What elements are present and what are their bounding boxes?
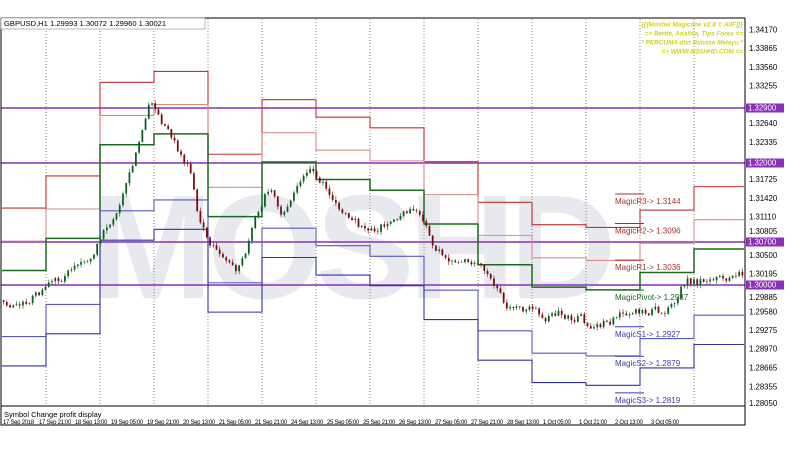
- svg-text:MagicPivot-> 1.2987: MagicPivot-> 1.2987: [615, 293, 689, 302]
- svg-text:MagicS2-> 1.2879: MagicS2-> 1.2879: [615, 359, 681, 368]
- svg-text:27 Sep 21:00: 27 Sep 21:00: [471, 420, 504, 426]
- svg-text:1.30700: 1.30700: [748, 238, 777, 247]
- svg-text:1 Oct 05:00: 1 Oct 05:00: [543, 420, 572, 426]
- svg-text:1.32000: 1.32000: [748, 159, 777, 168]
- svg-text:1.28355: 1.28355: [749, 382, 778, 391]
- svg-text:1.30195: 1.30195: [749, 270, 778, 279]
- svg-text:28 Sep 13:00: 28 Sep 13:00: [507, 420, 540, 426]
- svg-text:1.31725: 1.31725: [749, 175, 778, 184]
- svg-text:21 Sep 21:00: 21 Sep 21:00: [255, 420, 288, 426]
- svg-text:1.31420: 1.31420: [749, 194, 778, 203]
- svg-text:27 Sep 05:00: 27 Sep 05:00: [435, 420, 468, 426]
- svg-text:1.29580: 1.29580: [749, 307, 778, 316]
- svg-text:MagicR2-> 1.3096: MagicR2-> 1.3096: [615, 227, 681, 236]
- svg-text:1.28665: 1.28665: [749, 363, 778, 372]
- svg-text:3 Oct 05:00: 3 Oct 05:00: [651, 420, 680, 426]
- svg-text:1.29885: 1.29885: [749, 293, 778, 302]
- svg-text:1.32640: 1.32640: [749, 119, 778, 128]
- svg-text:17 Sep 2018: 17 Sep 2018: [3, 420, 35, 426]
- svg-text:MagicS3-> 1.2819: MagicS3-> 1.2819: [615, 396, 681, 405]
- svg-text:MagicR1-> 1.3036: MagicR1-> 1.3036: [615, 263, 681, 272]
- svg-text:Symbol Change profit display: Symbol Change profit display: [4, 410, 102, 419]
- svg-text:1.28050: 1.28050: [749, 399, 778, 408]
- svg-text:20 Sep 13:00: 20 Sep 13:00: [183, 420, 216, 426]
- svg-text:MagicS1-> 1.2927: MagicS1-> 1.2927: [615, 330, 681, 339]
- svg-text:25 Sep 05:00: 25 Sep 05:00: [327, 420, 360, 426]
- svg-text:1.30805: 1.30805: [749, 227, 778, 236]
- svg-text:25 Sep 21:00: 25 Sep 21:00: [363, 420, 396, 426]
- svg-text:* PERCUMA dlm Bahasa Melayu *: * PERCUMA dlm Bahasa Melayu *: [641, 40, 743, 47]
- svg-text:1.33865: 1.33865: [749, 44, 778, 53]
- svg-text:1.32335: 1.32335: [749, 138, 778, 147]
- svg-text:21 Sep 05:00: 21 Sep 05:00: [219, 420, 252, 426]
- svg-text:1.32900: 1.32900: [748, 104, 777, 113]
- svg-text:1.33255: 1.33255: [749, 82, 778, 91]
- svg-text:1.30500: 1.30500: [749, 251, 778, 260]
- svg-text:2 Oct 13:00: 2 Oct 13:00: [615, 420, 644, 426]
- svg-text:{{{Moshel Magicline v2.8 © All: {{{Moshel Magicline v2.8 © AllF]}}: [641, 21, 743, 29]
- svg-text:1.30000: 1.30000: [748, 281, 777, 290]
- svg-text:24 Sep 13:00: 24 Sep 13:00: [291, 420, 324, 426]
- svg-text:=> Berita, Analisa, Tips Forex: => Berita, Analisa, Tips Forex <=: [645, 31, 744, 38]
- svg-text:26 Sep 13:00: 26 Sep 13:00: [399, 420, 432, 426]
- svg-text:MagicR3-> 1.3144: MagicR3-> 1.3144: [615, 197, 681, 206]
- svg-text:1.33560: 1.33560: [749, 63, 778, 72]
- svg-text:1 Oct 21:00: 1 Oct 21:00: [579, 420, 608, 426]
- svg-text:19 Sep 05:00: 19 Sep 05:00: [111, 420, 144, 426]
- svg-text:1.29275: 1.29275: [749, 326, 778, 335]
- svg-text:1.31110: 1.31110: [749, 213, 777, 222]
- svg-text:=> WWW.M3SHHD.COM <=: => WWW.M3SHHD.COM <=: [661, 49, 743, 56]
- svg-text:GBPUSD,H1 1.29993 1.30072 1.2: GBPUSD,H1 1.29993 1.30072 1.29960 1.3002…: [4, 19, 166, 28]
- svg-text:17 Sep 21:00: 17 Sep 21:00: [39, 420, 72, 426]
- svg-text:1.34170: 1.34170: [749, 26, 778, 35]
- svg-text:19 Sep 21:00: 19 Sep 21:00: [147, 420, 180, 426]
- svg-text:18 Sep 13:00: 18 Sep 13:00: [75, 420, 108, 426]
- svg-text:1.28970: 1.28970: [749, 345, 778, 354]
